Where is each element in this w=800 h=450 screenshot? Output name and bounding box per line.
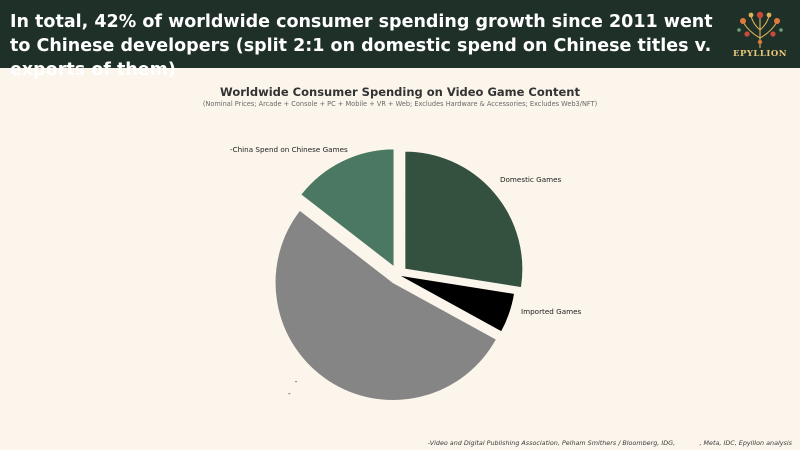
logo-text: EPYLLION: [732, 49, 788, 59]
page-title: In total, 42% of worldwide consumer spen…: [10, 12, 713, 80]
pie-slice-label-1: Imported Games: [521, 307, 582, 316]
chart-subtitle: (Nominal Prices; Arcade + Console + PC +…: [202, 100, 598, 108]
epyllion-logo-icon: [737, 11, 783, 48]
pie-slice-0: [404, 150, 524, 289]
chart-title: Worldwide Consumer Spending on Video Gam…: [220, 85, 580, 99]
pie-slice-label-0: Domestic Games: [500, 175, 562, 184]
pie-slice-2: [274, 209, 498, 402]
pie-extra-label: -: [288, 389, 291, 398]
header-banner: [0, 0, 800, 68]
pie-slice-label-2: -: [295, 377, 298, 386]
pie-slice-1: [397, 274, 516, 333]
source-note: -Video and Digital Publishing Associatio…: [427, 439, 792, 447]
pie-slice-label-3: -China Spend on Chinese Games: [230, 145, 348, 154]
pie-slice-3: [300, 148, 395, 268]
